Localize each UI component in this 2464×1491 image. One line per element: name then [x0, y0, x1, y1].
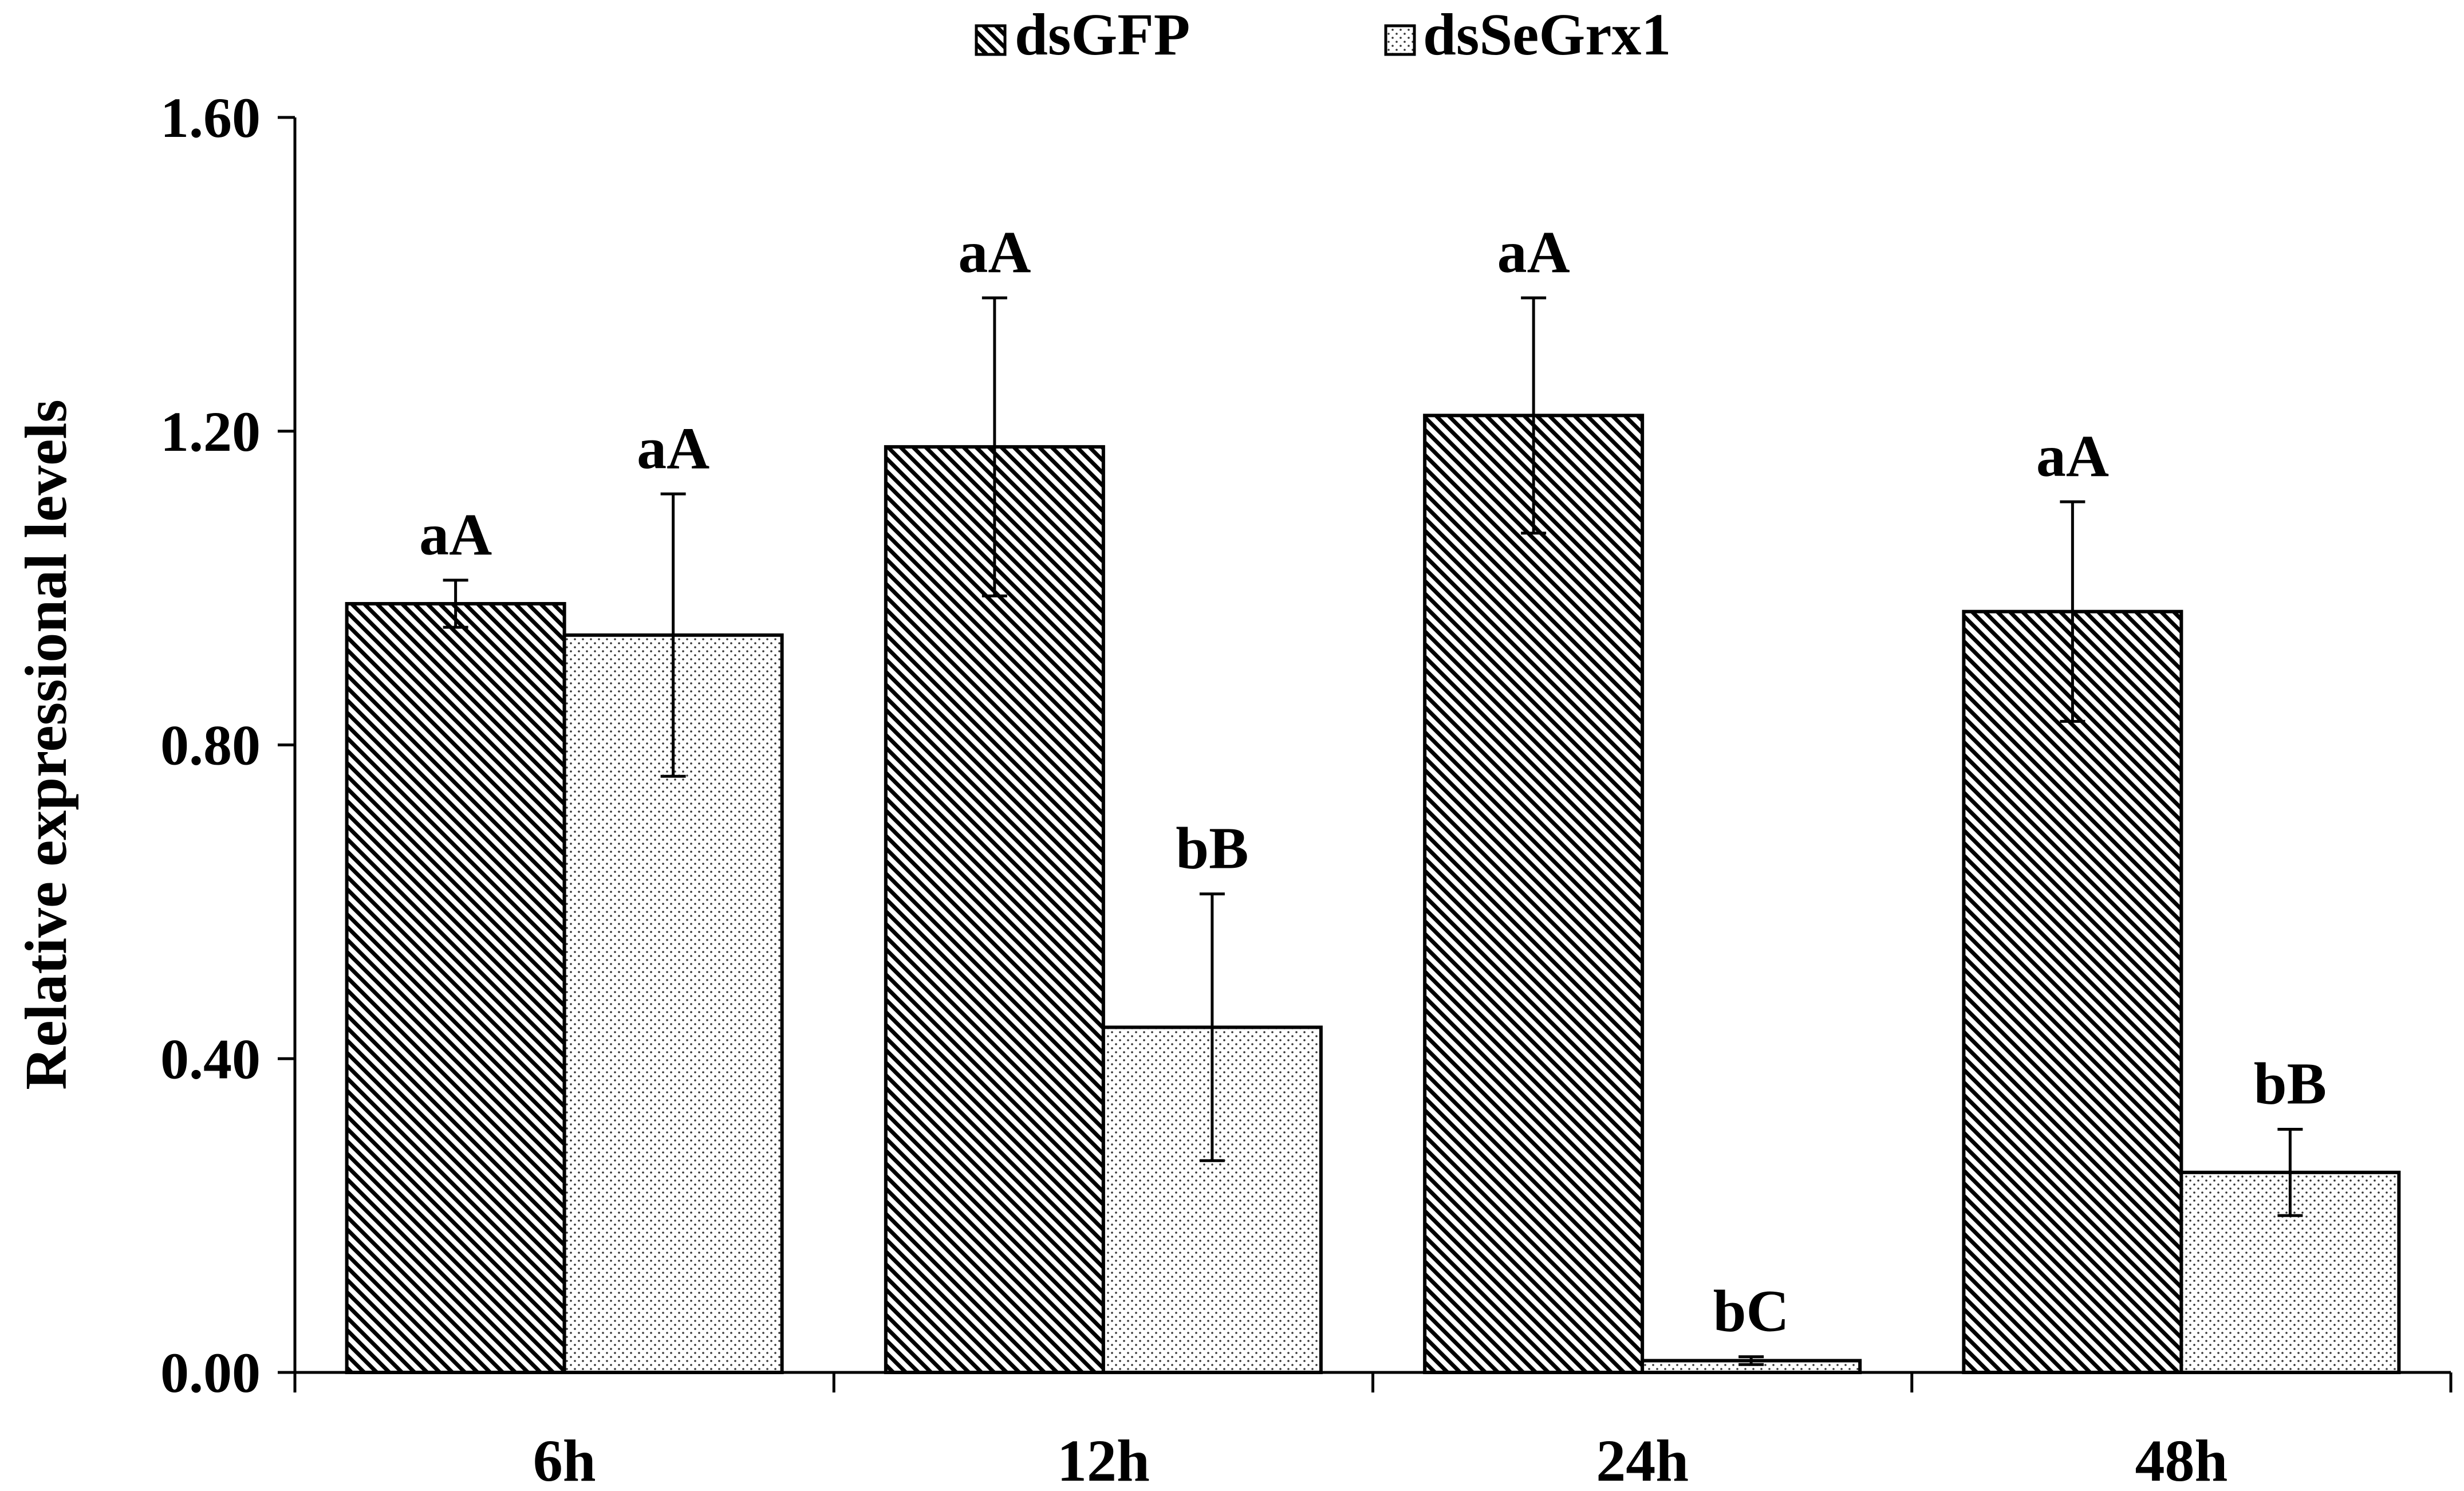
y-axis-label: Relative expressional levels — [13, 399, 79, 1089]
x-tick-label: 12h — [1057, 1428, 1150, 1491]
x-tick-label: 6h — [533, 1428, 596, 1491]
axes: 0.00 0.40 0.80 1.20 1.60 6h 12h 24h 48h — [160, 86, 2453, 1491]
significance-label: aA — [2036, 423, 2109, 489]
legend-swatch-dsGFP — [975, 24, 1007, 56]
y-tick-label: 1.60 — [160, 86, 261, 150]
legend-swatch-dsSeGrx1 — [1384, 24, 1416, 56]
significance-label: bB — [2254, 1051, 2327, 1116]
significance-label: bB — [1176, 816, 1248, 882]
x-tick-label: 24h — [1596, 1428, 1689, 1491]
significance-label: aA — [1497, 219, 1570, 285]
bar-dsGFP-48h — [1962, 609, 2183, 1374]
bar-dsSeGrx1-48h — [2179, 1170, 2401, 1374]
significance-label: aA — [637, 415, 709, 481]
y-tick-label: 0.00 — [160, 1341, 261, 1405]
x-tick-label: 48h — [2135, 1428, 2228, 1491]
y-tick-label: 0.80 — [160, 714, 261, 777]
bar-dsGFP-6h — [345, 602, 566, 1374]
series-dsGFP: aA aA aA aA — [345, 219, 2183, 1375]
y-tick-label: 0.40 — [160, 1027, 261, 1091]
bar-dsGFP-24h — [1423, 414, 1645, 1374]
significance-label: aA — [419, 502, 492, 568]
bars: aA aA aA aA aA bB bC bB — [345, 219, 2401, 1375]
legend-label-dsSeGrx1: dsSeGrx1 — [1423, 2, 1671, 68]
legend-label-dsGFP: dsGFP — [1015, 2, 1190, 68]
y-tick-label: 1.20 — [160, 400, 261, 463]
series-dsSeGrx1: aA bB bC bB — [562, 415, 2401, 1375]
legend: dsGFP dsSeGrx1 — [975, 2, 1671, 68]
bar-dsGFP-12h — [884, 445, 1105, 1375]
significance-label: bC — [1713, 1278, 1789, 1344]
significance-label: aA — [958, 219, 1031, 285]
